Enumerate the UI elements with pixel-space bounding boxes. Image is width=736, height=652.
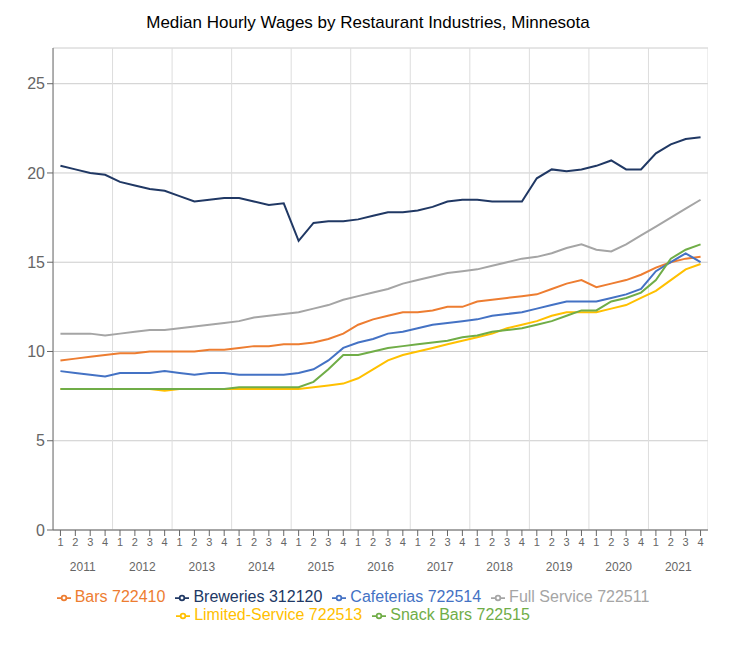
svg-text:2011: 2011: [70, 560, 96, 574]
html-text:Median Hourly Wages by Restaur: Median Hourly Wages by Restaurant Indust…: [146, 13, 590, 32]
svg-text:2: 2: [251, 536, 257, 548]
svg-text:1: 1: [593, 536, 599, 548]
svg-text:4: 4: [281, 536, 287, 548]
svg-text:1: 1: [117, 536, 123, 548]
svg-text:3: 3: [504, 536, 510, 548]
svg-text:4: 4: [459, 536, 465, 548]
svg-text:1: 1: [653, 536, 659, 548]
svg-text:20: 20: [27, 165, 45, 182]
svg-text:2019: 2019: [546, 560, 573, 574]
svg-text:3: 3: [564, 536, 570, 548]
html-text:Bars 722410: Bars 722410: [74, 588, 166, 605]
svg-text:2: 2: [370, 536, 376, 548]
html-text:Breweries 312120: Breweries 312120: [193, 588, 323, 605]
svg-text:2012: 2012: [129, 560, 156, 574]
svg-text:2018: 2018: [486, 560, 513, 574]
svg-text:2013: 2013: [189, 560, 216, 574]
svg-text:1: 1: [176, 536, 182, 548]
svg-text:2: 2: [549, 536, 555, 548]
svg-text:3: 3: [206, 536, 212, 548]
svg-text:1: 1: [355, 536, 361, 548]
svg-text:4: 4: [697, 536, 703, 548]
svg-text:2: 2: [310, 536, 316, 548]
svg-text:2017: 2017: [427, 560, 454, 574]
svg-text:10: 10: [27, 343, 45, 360]
svg-text:2: 2: [132, 536, 138, 548]
svg-text:3: 3: [266, 536, 272, 548]
svg-text:25: 25: [27, 75, 45, 92]
svg-text:2: 2: [668, 536, 674, 548]
svg-text:3: 3: [385, 536, 391, 548]
svg-text:2021: 2021: [665, 560, 692, 574]
html-text:Limited-Service 722513: Limited-Service 722513: [194, 606, 363, 623]
svg-text:3: 3: [623, 536, 629, 548]
svg-text:3: 3: [325, 536, 331, 548]
svg-text:1: 1: [415, 536, 421, 548]
svg-text:4: 4: [519, 536, 525, 548]
svg-text:4: 4: [400, 536, 406, 548]
svg-text:1: 1: [534, 536, 540, 548]
svg-text:2016: 2016: [367, 560, 394, 574]
svg-text:4: 4: [578, 536, 584, 548]
svg-text:2: 2: [608, 536, 614, 548]
svg-text:3: 3: [683, 536, 689, 548]
svg-text:3: 3: [444, 536, 450, 548]
html-text:Cafeterias 722514: Cafeterias 722514: [350, 588, 482, 605]
svg-text:2: 2: [191, 536, 197, 548]
svg-text:0: 0: [36, 522, 45, 539]
svg-text:4: 4: [162, 536, 168, 548]
svg-text:3: 3: [147, 536, 153, 548]
svg-text:1: 1: [296, 536, 302, 548]
svg-text:3: 3: [87, 536, 93, 548]
svg-text:1: 1: [57, 536, 63, 548]
svg-text:4: 4: [102, 536, 108, 548]
svg-text:2014: 2014: [248, 560, 275, 574]
svg-text:5: 5: [36, 432, 45, 449]
svg-text:4: 4: [638, 536, 644, 548]
svg-text:2020: 2020: [605, 560, 632, 574]
svg-text:1: 1: [236, 536, 242, 548]
svg-text:15: 15: [27, 254, 45, 271]
html-text:Full Service 722511: Full Service 722511: [509, 588, 650, 605]
svg-text:2: 2: [72, 536, 78, 548]
svg-text:4: 4: [221, 536, 227, 548]
svg-text:2: 2: [489, 536, 495, 548]
svg-text:4: 4: [340, 536, 346, 548]
html-text:Snack Bars 722515: Snack Bars 722515: [390, 606, 530, 623]
svg-text:2015: 2015: [308, 560, 335, 574]
svg-text:1: 1: [474, 536, 480, 548]
svg-text:2: 2: [430, 536, 436, 548]
